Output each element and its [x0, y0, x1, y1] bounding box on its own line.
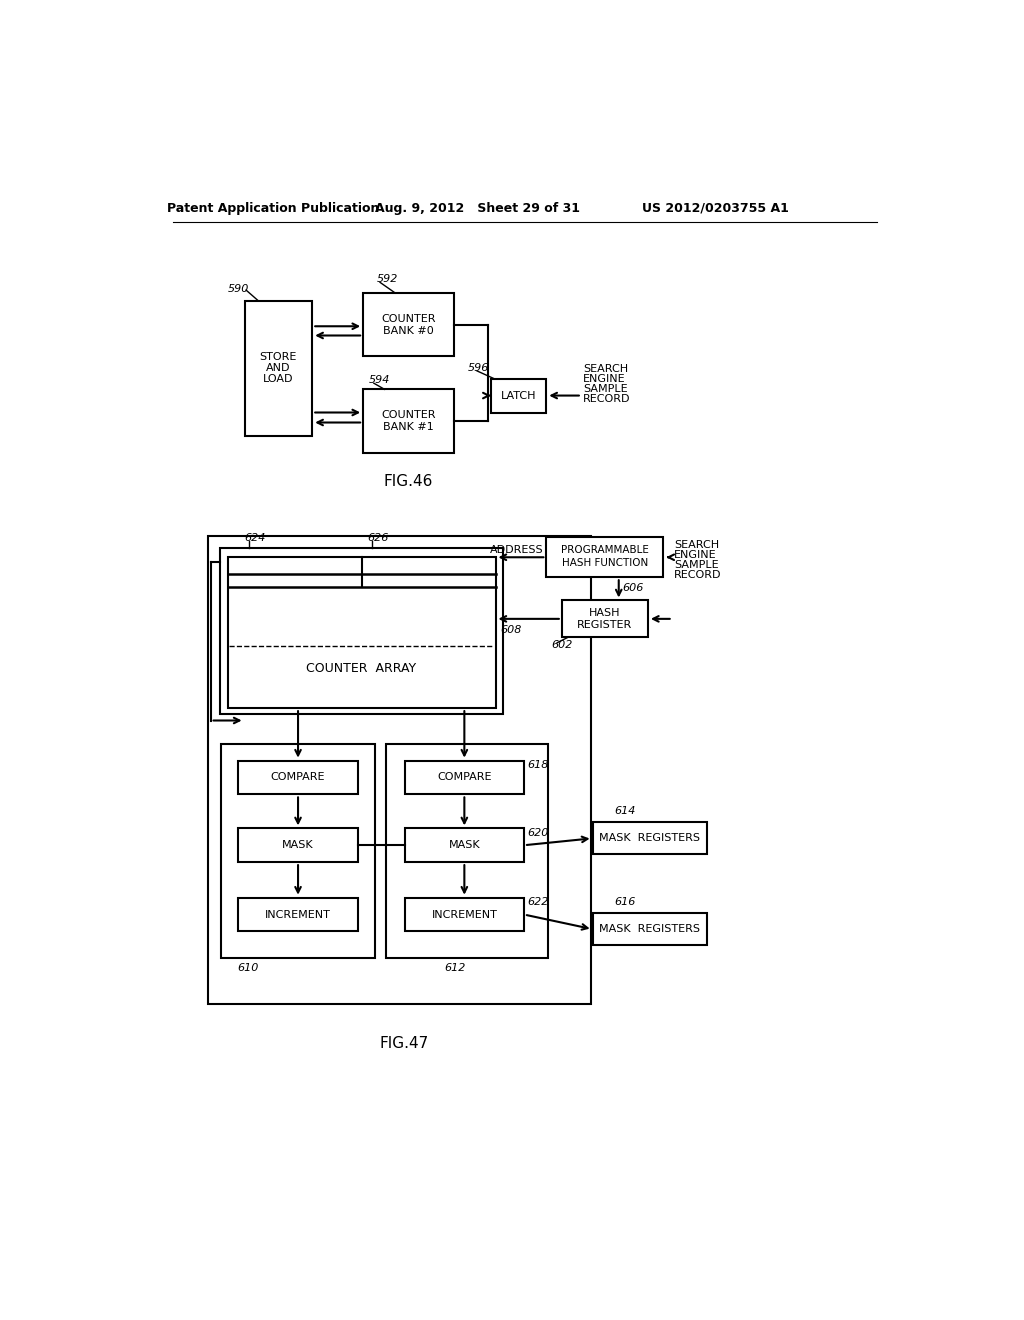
Text: RECORD: RECORD [674, 570, 722, 579]
Text: 614: 614 [614, 807, 636, 816]
Text: MASK: MASK [283, 841, 313, 850]
FancyBboxPatch shape [386, 743, 548, 958]
Text: ENGINE: ENGINE [584, 374, 626, 384]
Text: 610: 610 [237, 962, 258, 973]
FancyBboxPatch shape [404, 760, 524, 795]
Text: REGISTER: REGISTER [578, 620, 633, 630]
Text: MASK: MASK [449, 841, 480, 850]
FancyBboxPatch shape [490, 379, 547, 412]
Text: BANK #1: BANK #1 [383, 422, 434, 432]
Text: 612: 612 [444, 962, 465, 973]
FancyBboxPatch shape [547, 537, 664, 577]
Text: LOAD: LOAD [263, 374, 294, 384]
Text: MASK  REGISTERS: MASK REGISTERS [599, 924, 700, 935]
Text: SEARCH: SEARCH [584, 363, 629, 374]
Text: COMPARE: COMPARE [437, 772, 492, 783]
Text: Aug. 9, 2012   Sheet 29 of 31: Aug. 9, 2012 Sheet 29 of 31 [375, 202, 580, 215]
Text: STORE: STORE [260, 352, 297, 363]
Text: 622: 622 [527, 898, 549, 907]
Text: PROGRAMMABLE: PROGRAMMABLE [561, 545, 649, 556]
Text: 590: 590 [227, 284, 249, 293]
Text: COMPARE: COMPARE [270, 772, 326, 783]
FancyBboxPatch shape [239, 898, 357, 932]
Text: 620: 620 [527, 828, 549, 838]
Text: SAMPLE: SAMPLE [674, 560, 719, 570]
FancyBboxPatch shape [221, 743, 376, 958]
Text: AND: AND [266, 363, 291, 374]
Text: HASH: HASH [589, 607, 621, 618]
FancyBboxPatch shape [364, 389, 454, 453]
FancyBboxPatch shape [562, 601, 648, 638]
Text: HASH FUNCTION: HASH FUNCTION [562, 557, 648, 568]
Text: MASK  REGISTERS: MASK REGISTERS [599, 833, 700, 843]
Text: FIG.47: FIG.47 [379, 1036, 428, 1052]
Text: 626: 626 [368, 533, 389, 543]
FancyBboxPatch shape [220, 548, 503, 714]
FancyBboxPatch shape [593, 913, 707, 945]
Text: INCREMENT: INCREMENT [431, 909, 498, 920]
Text: US 2012/0203755 A1: US 2012/0203755 A1 [642, 202, 790, 215]
FancyBboxPatch shape [239, 829, 357, 862]
Text: Patent Application Publication: Patent Application Publication [167, 202, 379, 215]
Text: 594: 594 [370, 375, 390, 385]
Text: 596: 596 [468, 363, 489, 372]
Text: LATCH: LATCH [501, 391, 537, 400]
Text: SAMPLE: SAMPLE [584, 384, 628, 393]
Text: 608: 608 [500, 624, 521, 635]
Text: 616: 616 [614, 898, 636, 907]
Text: COUNTER: COUNTER [381, 314, 436, 323]
FancyBboxPatch shape [593, 822, 707, 854]
Text: INCREMENT: INCREMENT [265, 909, 331, 920]
FancyBboxPatch shape [364, 293, 454, 356]
Text: 624: 624 [245, 533, 266, 543]
FancyBboxPatch shape [404, 898, 524, 932]
FancyBboxPatch shape [208, 536, 591, 1003]
Text: SEARCH: SEARCH [674, 540, 719, 550]
Text: 606: 606 [622, 583, 643, 593]
Text: BANK #0: BANK #0 [383, 326, 434, 335]
FancyBboxPatch shape [239, 760, 357, 795]
FancyBboxPatch shape [404, 829, 524, 862]
Text: COUNTER  ARRAY: COUNTER ARRAY [306, 663, 417, 676]
Text: ADDRESS: ADDRESS [489, 545, 544, 556]
Text: 592: 592 [377, 275, 398, 284]
Text: 618: 618 [527, 760, 549, 770]
Text: RECORD: RECORD [584, 393, 631, 404]
Text: COUNTER: COUNTER [381, 409, 436, 420]
Text: FIG.46: FIG.46 [383, 474, 432, 490]
Text: ENGINE: ENGINE [674, 550, 717, 560]
FancyBboxPatch shape [227, 557, 496, 708]
Text: 602: 602 [551, 640, 572, 649]
FancyBboxPatch shape [245, 301, 312, 436]
